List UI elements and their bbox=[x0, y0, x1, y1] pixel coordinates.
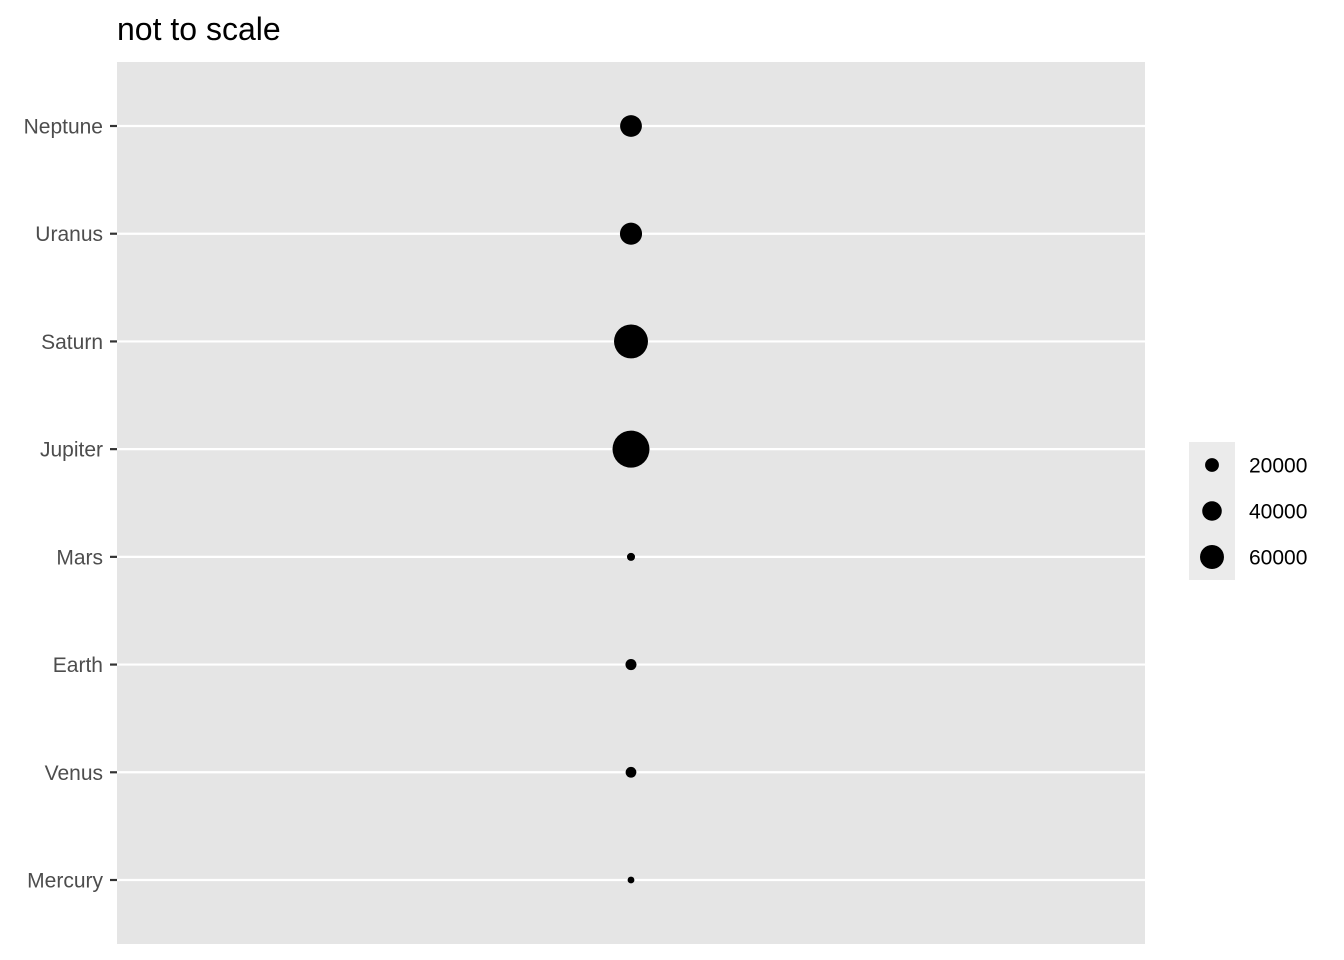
tick-label-neptune: Neptune bbox=[24, 116, 103, 139]
legend-key-60000 bbox=[1200, 545, 1224, 569]
tick-label-earth: Earth bbox=[53, 654, 103, 677]
point-neptune bbox=[620, 115, 642, 137]
legend-key-40000 bbox=[1202, 501, 1222, 521]
tick-label-venus: Venus bbox=[45, 762, 103, 785]
point-venus bbox=[625, 766, 637, 778]
size-legend: 20000 40000 60000 bbox=[1189, 442, 1307, 580]
point-saturn bbox=[614, 324, 648, 359]
legend-label-60000: 60000 bbox=[1249, 547, 1307, 570]
tick-label-mercury: Mercury bbox=[27, 870, 103, 893]
point-jupiter bbox=[612, 430, 650, 468]
legend-key-20000 bbox=[1205, 458, 1219, 472]
plot-panel bbox=[117, 62, 1145, 944]
tick-label-uranus: Uranus bbox=[35, 223, 103, 246]
point-uranus bbox=[619, 222, 643, 245]
data-points bbox=[612, 115, 650, 884]
tick-label-jupiter: Jupiter bbox=[40, 439, 103, 462]
y-axis-ticks bbox=[110, 124, 117, 882]
legend-label-40000: 40000 bbox=[1249, 501, 1307, 524]
point-mercury bbox=[627, 876, 635, 884]
chart-title: not to scale bbox=[117, 11, 281, 47]
legend-label-20000: 20000 bbox=[1249, 455, 1307, 478]
y-axis-tick-labels: Mercury Venus Earth Mars Jupiter Saturn Uranus… bbox=[24, 116, 104, 893]
tick-label-saturn: Saturn bbox=[41, 331, 103, 354]
tick-label-mars: Mars bbox=[56, 546, 103, 569]
point-mars bbox=[626, 552, 636, 561]
point-earth bbox=[625, 659, 637, 671]
